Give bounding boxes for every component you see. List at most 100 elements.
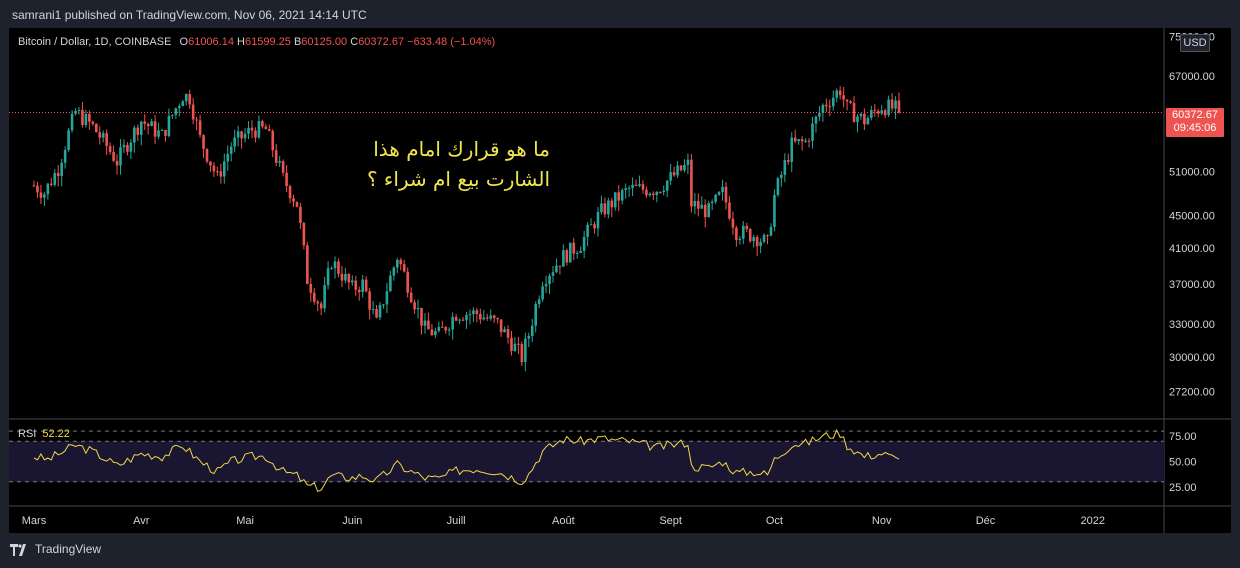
candle-body [669,172,672,181]
candle-body [198,120,202,136]
candle-body [835,90,839,98]
candle-body [254,130,257,138]
candle-body [223,161,226,177]
candle-body [288,186,292,199]
symbol-legend: Bitcoin / Dollar, 1D, COINBASE O61006.14… [18,36,495,48]
candle-body [216,171,219,173]
candle-body [880,110,883,114]
candle-body [316,301,320,304]
arabic-annotation: ما هو قرارك امام هذا الشارت بيع ام شراء … [300,134,550,194]
candle-body [548,275,551,285]
candle-body [762,235,766,242]
candle-body [257,121,261,138]
candle-body [842,95,845,100]
candle-body [413,302,416,310]
candle-body [361,279,364,293]
annotation-line-2: الشارت بيع ام شراء ؟ [366,167,550,191]
candle-body [261,121,264,127]
candle-body [745,225,749,230]
candle-body [617,192,621,201]
legend-close-label: C [350,36,359,48]
candle-body [178,106,181,109]
candle-body [160,129,164,131]
candle-body [534,304,537,326]
candle-body [524,338,527,362]
bar-countdown: 09:45:06 [1173,122,1217,134]
candle-body [600,203,603,213]
candle-body [672,172,676,176]
candle-body [81,109,84,126]
candle-body [558,265,562,267]
candle-body [337,261,340,274]
candle-body [596,212,600,229]
candle-body [437,326,441,331]
candle-body [897,100,901,113]
currency-button[interactable]: USD [1180,34,1210,52]
candle-body [247,127,250,134]
candle-body [665,180,669,191]
candle-body [728,202,731,219]
candle-body [676,165,679,176]
candle-body [631,184,634,189]
candle-body [368,291,371,310]
candle-body [171,114,174,116]
candle-body [454,316,458,321]
time-axis-tick: Sept [659,515,682,527]
candle-body [354,280,358,290]
candle-body [527,336,531,339]
footer-brand[interactable]: TradingView [10,542,101,556]
candle-body [382,304,385,306]
candle-body [53,173,57,185]
candle-body [267,129,271,131]
candle-body [582,236,586,251]
legend-open: 61006.14 [188,36,234,48]
candle-body [565,250,569,263]
candle-body [423,320,427,326]
candle-body [738,238,742,241]
rsi-legend: RSI 52.22 [18,428,70,440]
candle-body [77,109,81,111]
candle-body [70,113,74,131]
candle-body [143,121,147,124]
candle-body [579,250,582,253]
candle-body [492,315,496,319]
legend-high: 61599.25 [244,36,291,48]
candle-body [36,185,39,193]
candle-body [472,310,475,315]
candle-body [818,112,821,117]
candle-body [831,97,835,107]
footer-brand-text: TradingView [35,542,102,556]
candle-body [309,283,313,293]
candle-body [793,137,797,142]
candle-body [717,192,721,195]
candle-body [56,173,60,177]
candle-body [465,314,468,321]
candle-body [101,133,105,138]
candle-body [385,291,389,305]
candle-body [416,307,420,310]
candle-body [444,327,448,331]
candle-body [572,242,576,254]
candle-body [150,121,153,127]
candle-body [613,192,617,208]
candle-body [482,317,486,320]
candle-body [326,268,330,286]
candle-body [119,147,122,166]
candle-body [887,99,890,116]
candle-body [714,194,717,202]
time-axis-tick: Nov [872,515,892,527]
legend-close: 60372.67 [358,36,405,48]
candle-body [278,161,281,163]
candle-body [63,149,67,163]
candle-body [115,160,119,166]
candle-body [39,192,43,198]
candle-body [167,115,171,136]
candle-body [790,137,794,162]
candle-body [274,150,278,163]
candle-body [209,161,212,166]
candle-body [551,272,555,276]
candle-body [641,184,645,190]
candle-body [755,237,759,247]
candle-body [786,160,790,162]
